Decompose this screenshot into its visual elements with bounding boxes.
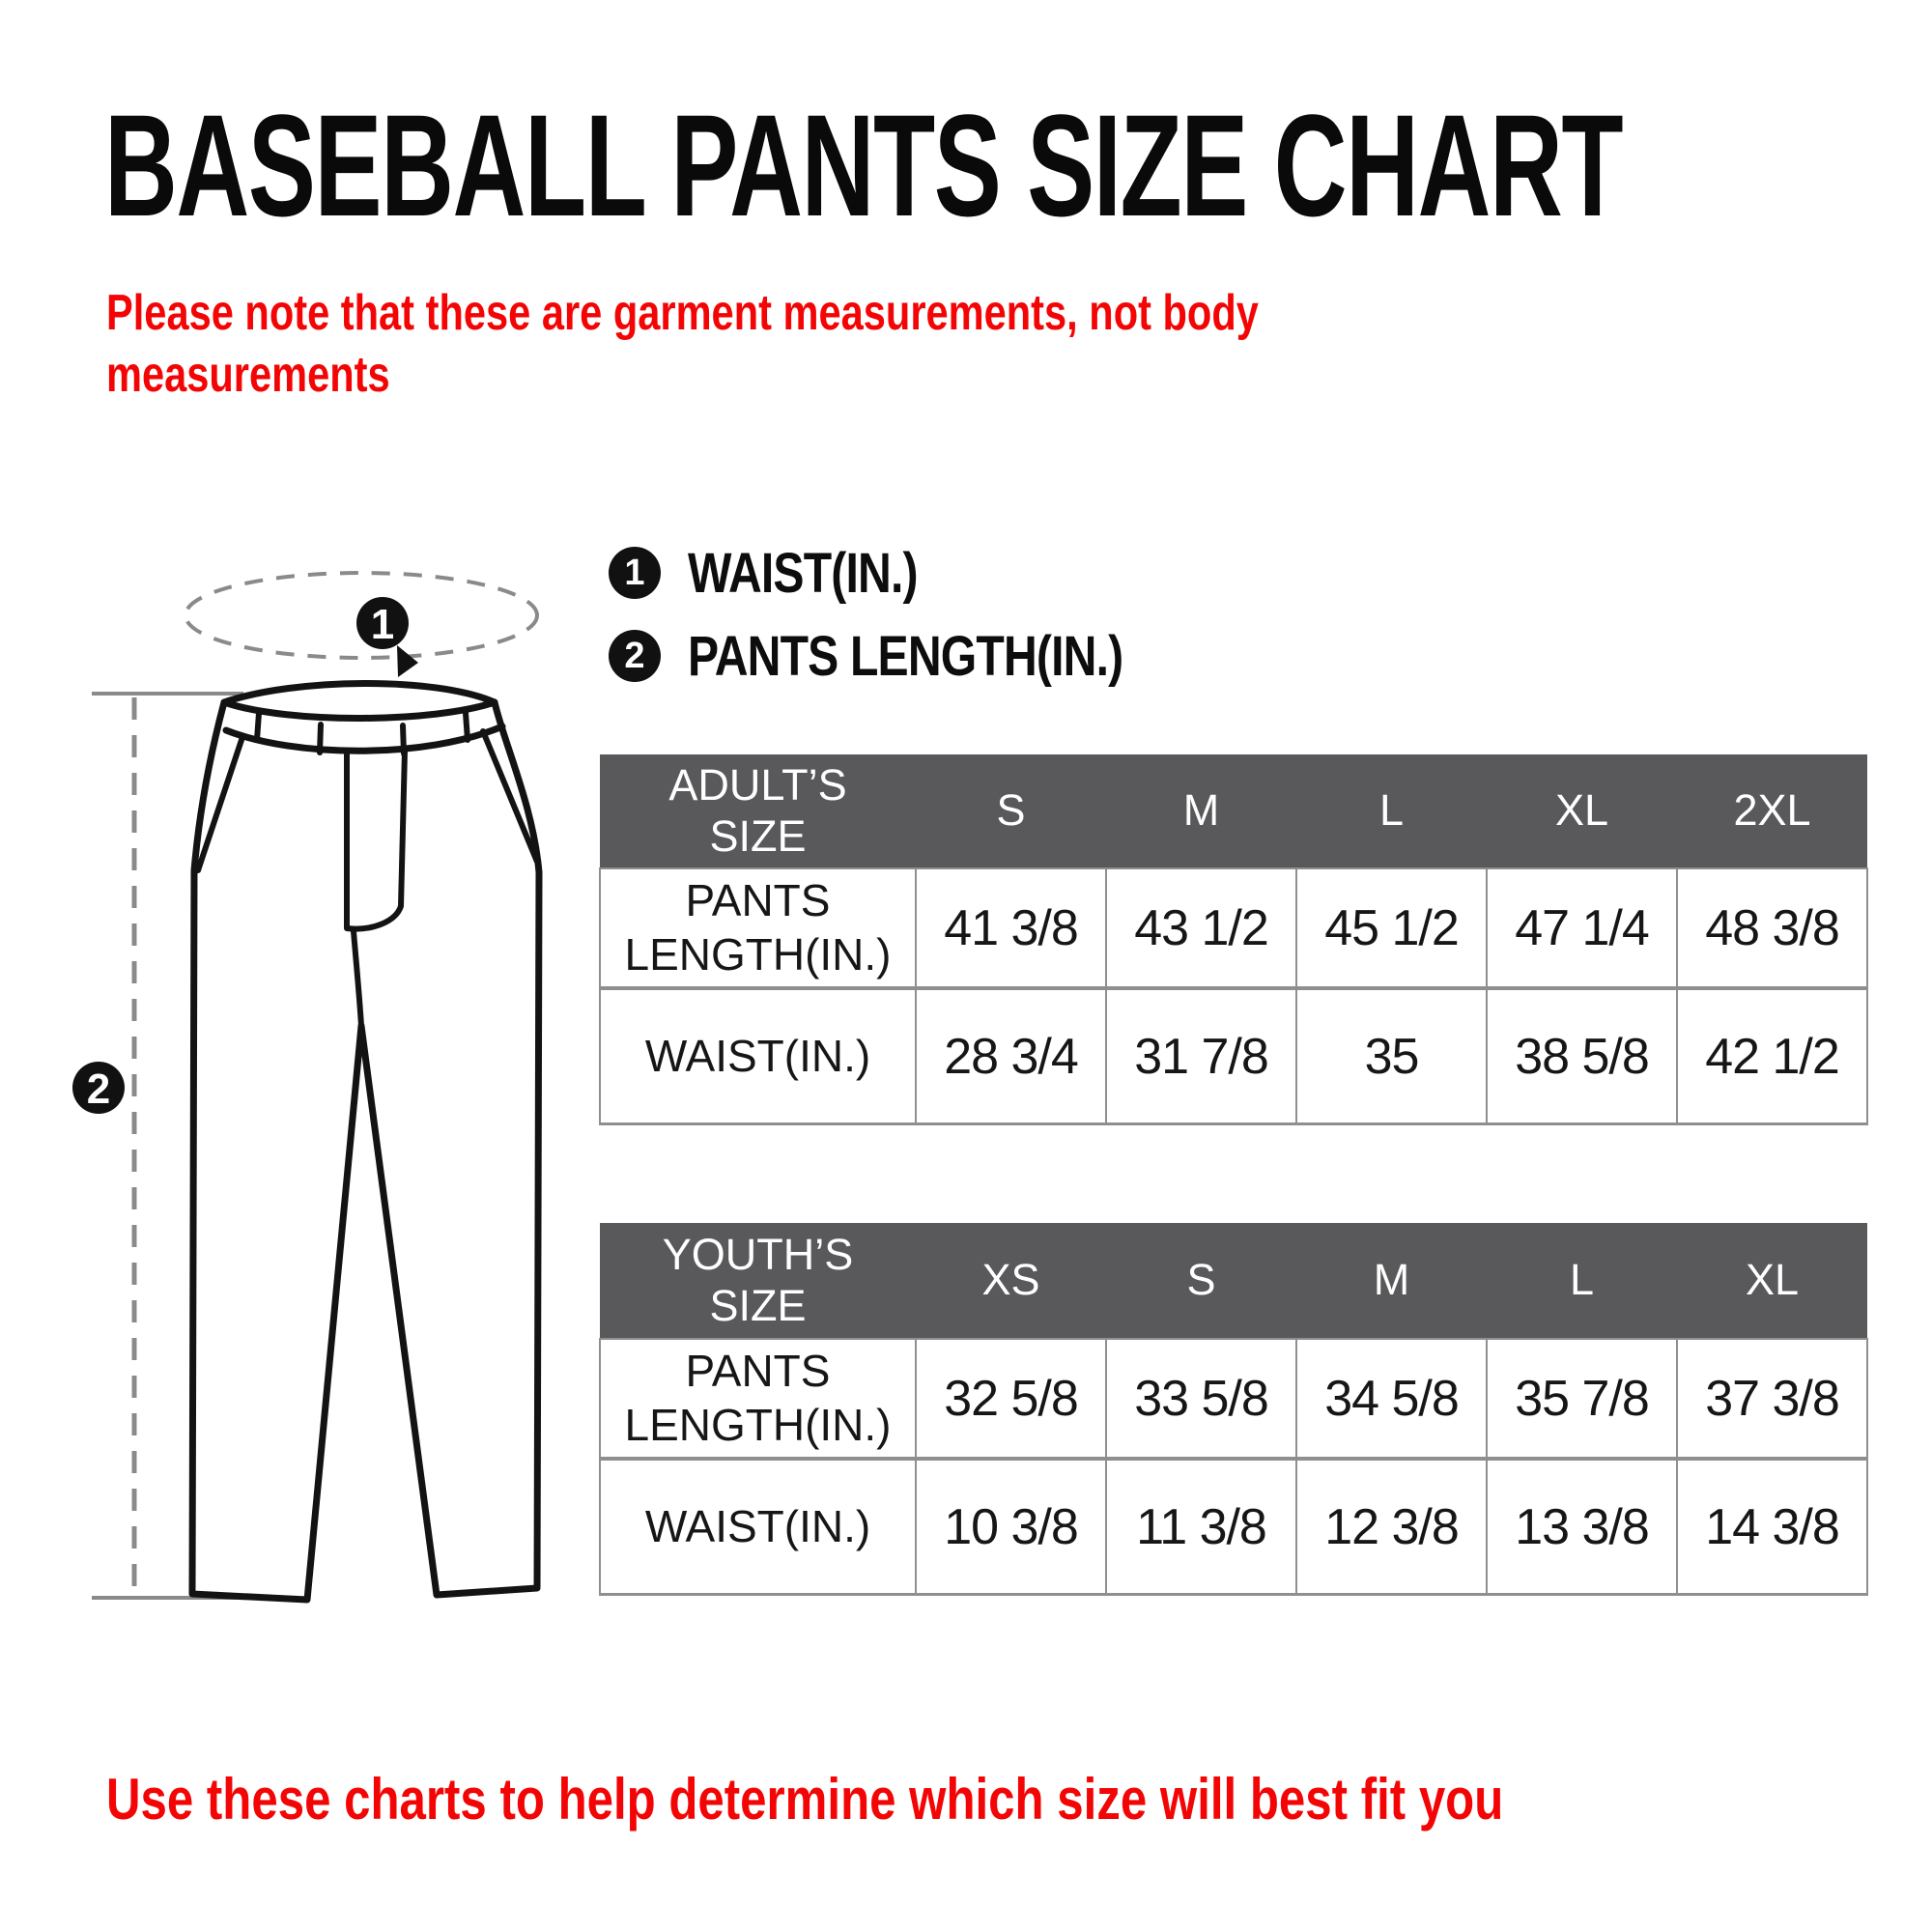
table-cell: 41 3/8 xyxy=(915,867,1107,990)
youth-col-s: S xyxy=(1106,1223,1296,1339)
pants-diagram: 1 2 xyxy=(72,571,543,1604)
youth-size-corner-label: YOUTH’S SIZE xyxy=(662,1230,854,1330)
youth-header-row: YOUTH’S SIZE XS S M L XL xyxy=(600,1223,1867,1339)
right-pocket-seam xyxy=(480,728,540,865)
adult-col-l: L xyxy=(1296,754,1487,868)
table-cell: 45 1/2 xyxy=(1295,867,1488,990)
crotch-seam xyxy=(351,928,364,1029)
youth-pants-length-row: PANTS LENGTH(IN.) 32 5/8 33 5/8 34 5/8 3… xyxy=(599,1338,1868,1461)
fly-seam xyxy=(344,748,408,932)
left-pocket-seam xyxy=(195,734,245,873)
youth-pants-length-label: PANTS LENGTH(IN.) xyxy=(599,1338,917,1461)
adult-size-table: ADULT’S SIZE S M L XL 2XL PANTS LENGTH(I… xyxy=(599,754,1868,1125)
marker-1-number: 1 xyxy=(371,601,394,648)
youth-col-m: M xyxy=(1296,1223,1487,1339)
table-cell: 13 3/8 xyxy=(1486,1458,1678,1596)
adult-col-2xl: 2XL xyxy=(1677,754,1867,868)
table-cell: 35 7/8 xyxy=(1486,1338,1678,1461)
adult-waist-label: WAIST(IN.) xyxy=(599,987,917,1125)
table-cell: 10 3/8 xyxy=(915,1458,1107,1596)
waist-measure-ellipse xyxy=(184,571,539,660)
marker-2-number: 2 xyxy=(87,1065,110,1113)
adult-col-xl: XL xyxy=(1487,754,1677,868)
table-cell: 31 7/8 xyxy=(1105,987,1297,1125)
table-cell: 38 5/8 xyxy=(1486,987,1678,1125)
adult-pants-length-row: PANTS LENGTH(IN.) 41 3/8 43 1/2 45 1/2 4… xyxy=(599,867,1868,990)
table-cell: 43 1/2 xyxy=(1105,867,1297,990)
legend-item-pants-length: 2 PANTS LENGTH(IN.) xyxy=(609,625,1212,688)
belt-loop xyxy=(317,722,324,755)
footer-note: Use these charts to help determine which… xyxy=(106,1767,1504,1832)
marker-2-badge xyxy=(72,1062,125,1114)
legend-pants-length-label: PANTS LENGTH(IN.) xyxy=(688,624,1123,688)
marker-badges: 1 2 xyxy=(72,597,409,1114)
marker-1-badge xyxy=(356,597,409,649)
table-cell: 48 3/8 xyxy=(1676,867,1868,990)
waist-opening-inner-curve xyxy=(220,698,498,722)
table-cell: 28 3/4 xyxy=(915,987,1107,1125)
measure-arrow-icon xyxy=(397,645,418,677)
youth-waist-row: WAIST(IN.) 10 3/8 11 3/8 12 3/8 13 3/8 1… xyxy=(599,1458,1868,1596)
table-cell: 32 5/8 xyxy=(915,1338,1107,1461)
youth-col-l: L xyxy=(1487,1223,1677,1339)
legend-item-waist: 1 WAIST(IN.) xyxy=(609,542,1212,605)
table-cell: 11 3/8 xyxy=(1105,1458,1297,1596)
youth-waist-label: WAIST(IN.) xyxy=(599,1458,917,1596)
youth-col-xl: XL xyxy=(1677,1223,1867,1339)
adult-header-row: ADULT’S SIZE S M L XL 2XL xyxy=(600,754,1867,868)
garment-measurement-note: Please note that these are garment measu… xyxy=(106,282,1259,407)
legend: 1 WAIST(IN.) 2 PANTS LENGTH(IN.) xyxy=(609,542,1212,712)
table-cell: 37 3/8 xyxy=(1676,1338,1868,1461)
note-line-2: measurements xyxy=(106,347,390,404)
youth-col-xs: XS xyxy=(916,1223,1106,1339)
waist-number-badge: 1 xyxy=(609,547,661,599)
table-cell: 14 3/8 xyxy=(1676,1458,1868,1596)
note-line-1: Please note that these are garment measu… xyxy=(106,285,1259,341)
adult-size-corner-label: ADULT’S SIZE xyxy=(668,760,847,861)
table-cell: 33 5/8 xyxy=(1105,1338,1297,1461)
table-cell: 34 5/8 xyxy=(1295,1338,1488,1461)
belt-loops xyxy=(254,710,470,756)
belt-loop xyxy=(254,710,262,743)
page-title: BASEBALL PANTS SIZE CHART xyxy=(104,84,1624,246)
table-cell: 12 3/8 xyxy=(1295,1458,1488,1596)
youth-size-corner: YOUTH’S SIZE xyxy=(600,1223,916,1339)
youth-size-table: YOUTH’S SIZE XS S M L XL PANTS LENGTH(IN… xyxy=(599,1223,1868,1596)
legend-waist-label: WAIST(IN.) xyxy=(688,541,919,605)
pants-length-number-badge: 2 xyxy=(609,630,661,682)
pants-silhouette xyxy=(188,680,543,1604)
pants-outline xyxy=(188,680,543,1604)
table-cell: 47 1/4 xyxy=(1486,867,1678,990)
adult-col-m: M xyxy=(1106,754,1296,868)
adult-size-corner: ADULT’S SIZE xyxy=(600,754,916,868)
adult-col-s: S xyxy=(916,754,1106,868)
belt-loop xyxy=(463,710,470,743)
adult-pants-length-label: PANTS LENGTH(IN.) xyxy=(599,867,917,990)
table-cell: 35 xyxy=(1295,987,1488,1125)
table-cell: 42 1/2 xyxy=(1676,987,1868,1125)
adult-waist-row: WAIST(IN.) 28 3/4 31 7/8 35 38 5/8 42 1/… xyxy=(599,987,1868,1125)
